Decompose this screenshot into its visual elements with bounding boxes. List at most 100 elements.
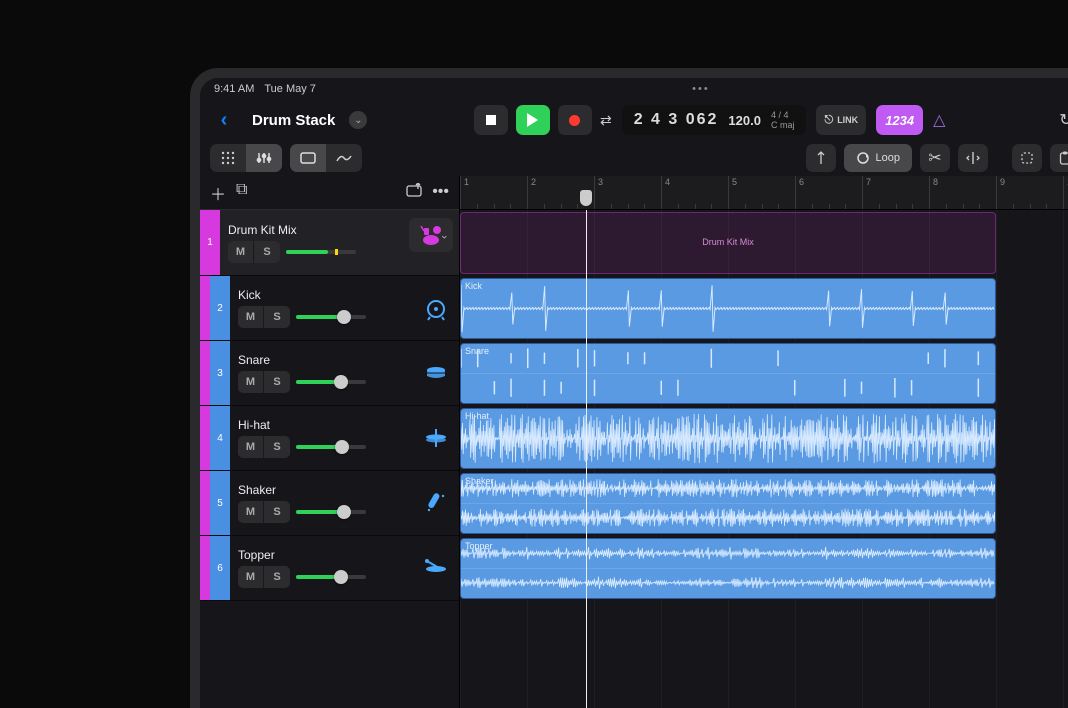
region[interactable]: Snare [460,343,996,404]
track-number[interactable]: 3 [210,341,230,405]
lane[interactable]: Drum Kit Mix [460,210,1068,276]
chevron-down-icon[interactable]: ⌄ [440,229,449,242]
track-row[interactable]: 5ShakerMS [200,471,459,536]
loop-tool[interactable]: Loop [844,144,912,172]
track-row[interactable]: 4Hi-hatMS [200,406,459,471]
select-tool-icon[interactable] [1012,144,1042,172]
sync-icon[interactable]: ↻ [1052,106,1068,134]
track-number[interactable]: 6 [210,536,230,600]
mute-button[interactable]: M [238,371,264,393]
track-row[interactable]: 2KickMS [200,276,459,341]
view-grid-icon[interactable] [210,144,246,172]
lane[interactable]: Snare [460,341,1068,406]
mute-button[interactable]: M [238,566,264,588]
volume-knob[interactable] [337,310,351,324]
stack-strip [200,341,210,405]
volume-fill [286,250,328,254]
track-controls: MS [238,501,405,523]
volume-knob[interactable] [334,570,348,584]
track-number[interactable]: 5 [210,471,230,535]
track-icon[interactable] [413,276,459,340]
volume-slider[interactable] [296,380,366,384]
region[interactable]: Shaker [460,473,996,534]
track-icon[interactable] [413,471,459,535]
track-row[interactable]: 6TopperMS [200,536,459,601]
volume-knob[interactable] [335,440,349,454]
ruler[interactable]: 12345678910 [460,176,1068,210]
lane[interactable]: Kick [460,276,1068,341]
track-number[interactable]: 1 [200,210,220,275]
solo-button[interactable]: S [254,241,280,263]
track-number[interactable]: 4 [210,406,230,470]
volume-slider[interactable] [296,575,366,579]
region[interactable]: Hi-hat [460,408,996,469]
status-time: 9:41 AM [214,83,254,95]
solo-button[interactable]: S [264,501,290,523]
track-body: KickMS [230,276,413,340]
volume-slider[interactable] [296,510,366,514]
track-icon[interactable] [413,406,459,470]
track-controls: MS [238,371,405,393]
playhead-line[interactable] [586,210,587,708]
solo-button[interactable]: S [264,371,290,393]
snap-tool-icon[interactable] [806,144,836,172]
solo-button[interactable]: S [264,566,290,588]
count-in-button[interactable]: 1234 [876,105,923,135]
project-title[interactable]: Drum Stack [252,112,335,129]
region[interactable]: Kick [460,278,996,339]
volume-fill [296,380,337,384]
lane[interactable]: Topper [460,536,1068,601]
volume-slider[interactable] [286,250,356,254]
arrange-lanes[interactable]: Drum Kit MixKickSnare Hi-hatShaker Toppe… [460,210,1068,708]
more-icon[interactable]: ••• [432,183,449,202]
duplicate-track-icon[interactable]: ⧉ [236,181,247,205]
lane[interactable]: Hi-hat [460,406,1068,471]
title-chevron-icon[interactable]: ⌄ [349,111,367,129]
view-mixer-icon[interactable] [246,144,282,172]
mute-button[interactable]: M [238,306,264,328]
track-icon[interactable]: ⌄ [409,218,453,252]
mute-button[interactable]: M [228,241,254,263]
stack-strip [200,276,210,340]
ruler-bar-label: 5 [728,176,737,209]
record-button[interactable] [558,105,592,135]
lane[interactable]: Shaker [460,471,1068,536]
editor-automation-icon[interactable] [326,144,362,172]
mute-button[interactable]: M [238,501,264,523]
library-icon[interactable] [406,183,422,202]
cycle-button[interactable]: ⇄ [600,112,612,129]
add-track-icon[interactable]: ＋ [210,181,226,205]
stop-button[interactable] [474,105,508,135]
multitask-dots[interactable]: ••• [692,83,710,95]
clipboard-tool-icon[interactable] [1050,144,1068,172]
lcd-display[interactable]: 2 4 3 062 120.0 4 / 4 C maj [622,105,807,135]
link-button[interactable]: ⎋ LINK [816,105,866,135]
waveform [461,474,995,533]
metronome-icon[interactable]: △ [933,110,945,130]
status-date: Tue May 7 [264,83,316,95]
track-row[interactable]: 1Drum Kit MixMS⌄ [200,210,459,276]
waveform [461,539,995,598]
solo-button[interactable]: S [264,436,290,458]
scissors-tool-icon[interactable]: ✂ [920,144,950,172]
volume-knob[interactable] [334,375,348,389]
track-row[interactable]: 3SnareMS [200,341,459,406]
region[interactable]: Topper [460,538,996,599]
mute-solo-group: MS [238,501,290,523]
volume-slider[interactable] [296,445,366,449]
track-number[interactable]: 2 [210,276,230,340]
play-button[interactable] [516,105,550,135]
playhead-knob[interactable] [580,190,592,206]
solo-button[interactable]: S [264,306,290,328]
arrange-area[interactable]: 12345678910 Drum Kit MixKickSnare Hi-hat… [460,176,1068,708]
track-icon[interactable] [413,536,459,600]
split-tool-icon[interactable] [958,144,988,172]
editor-tracks-icon[interactable] [290,144,326,172]
volume-slider[interactable] [296,315,366,319]
mute-button[interactable]: M [238,436,264,458]
ruler-bar-label: 6 [795,176,804,209]
back-button[interactable]: ‹ [210,106,238,134]
track-icon[interactable] [413,341,459,405]
volume-knob[interactable] [337,505,351,519]
region[interactable]: Drum Kit Mix [460,212,996,274]
